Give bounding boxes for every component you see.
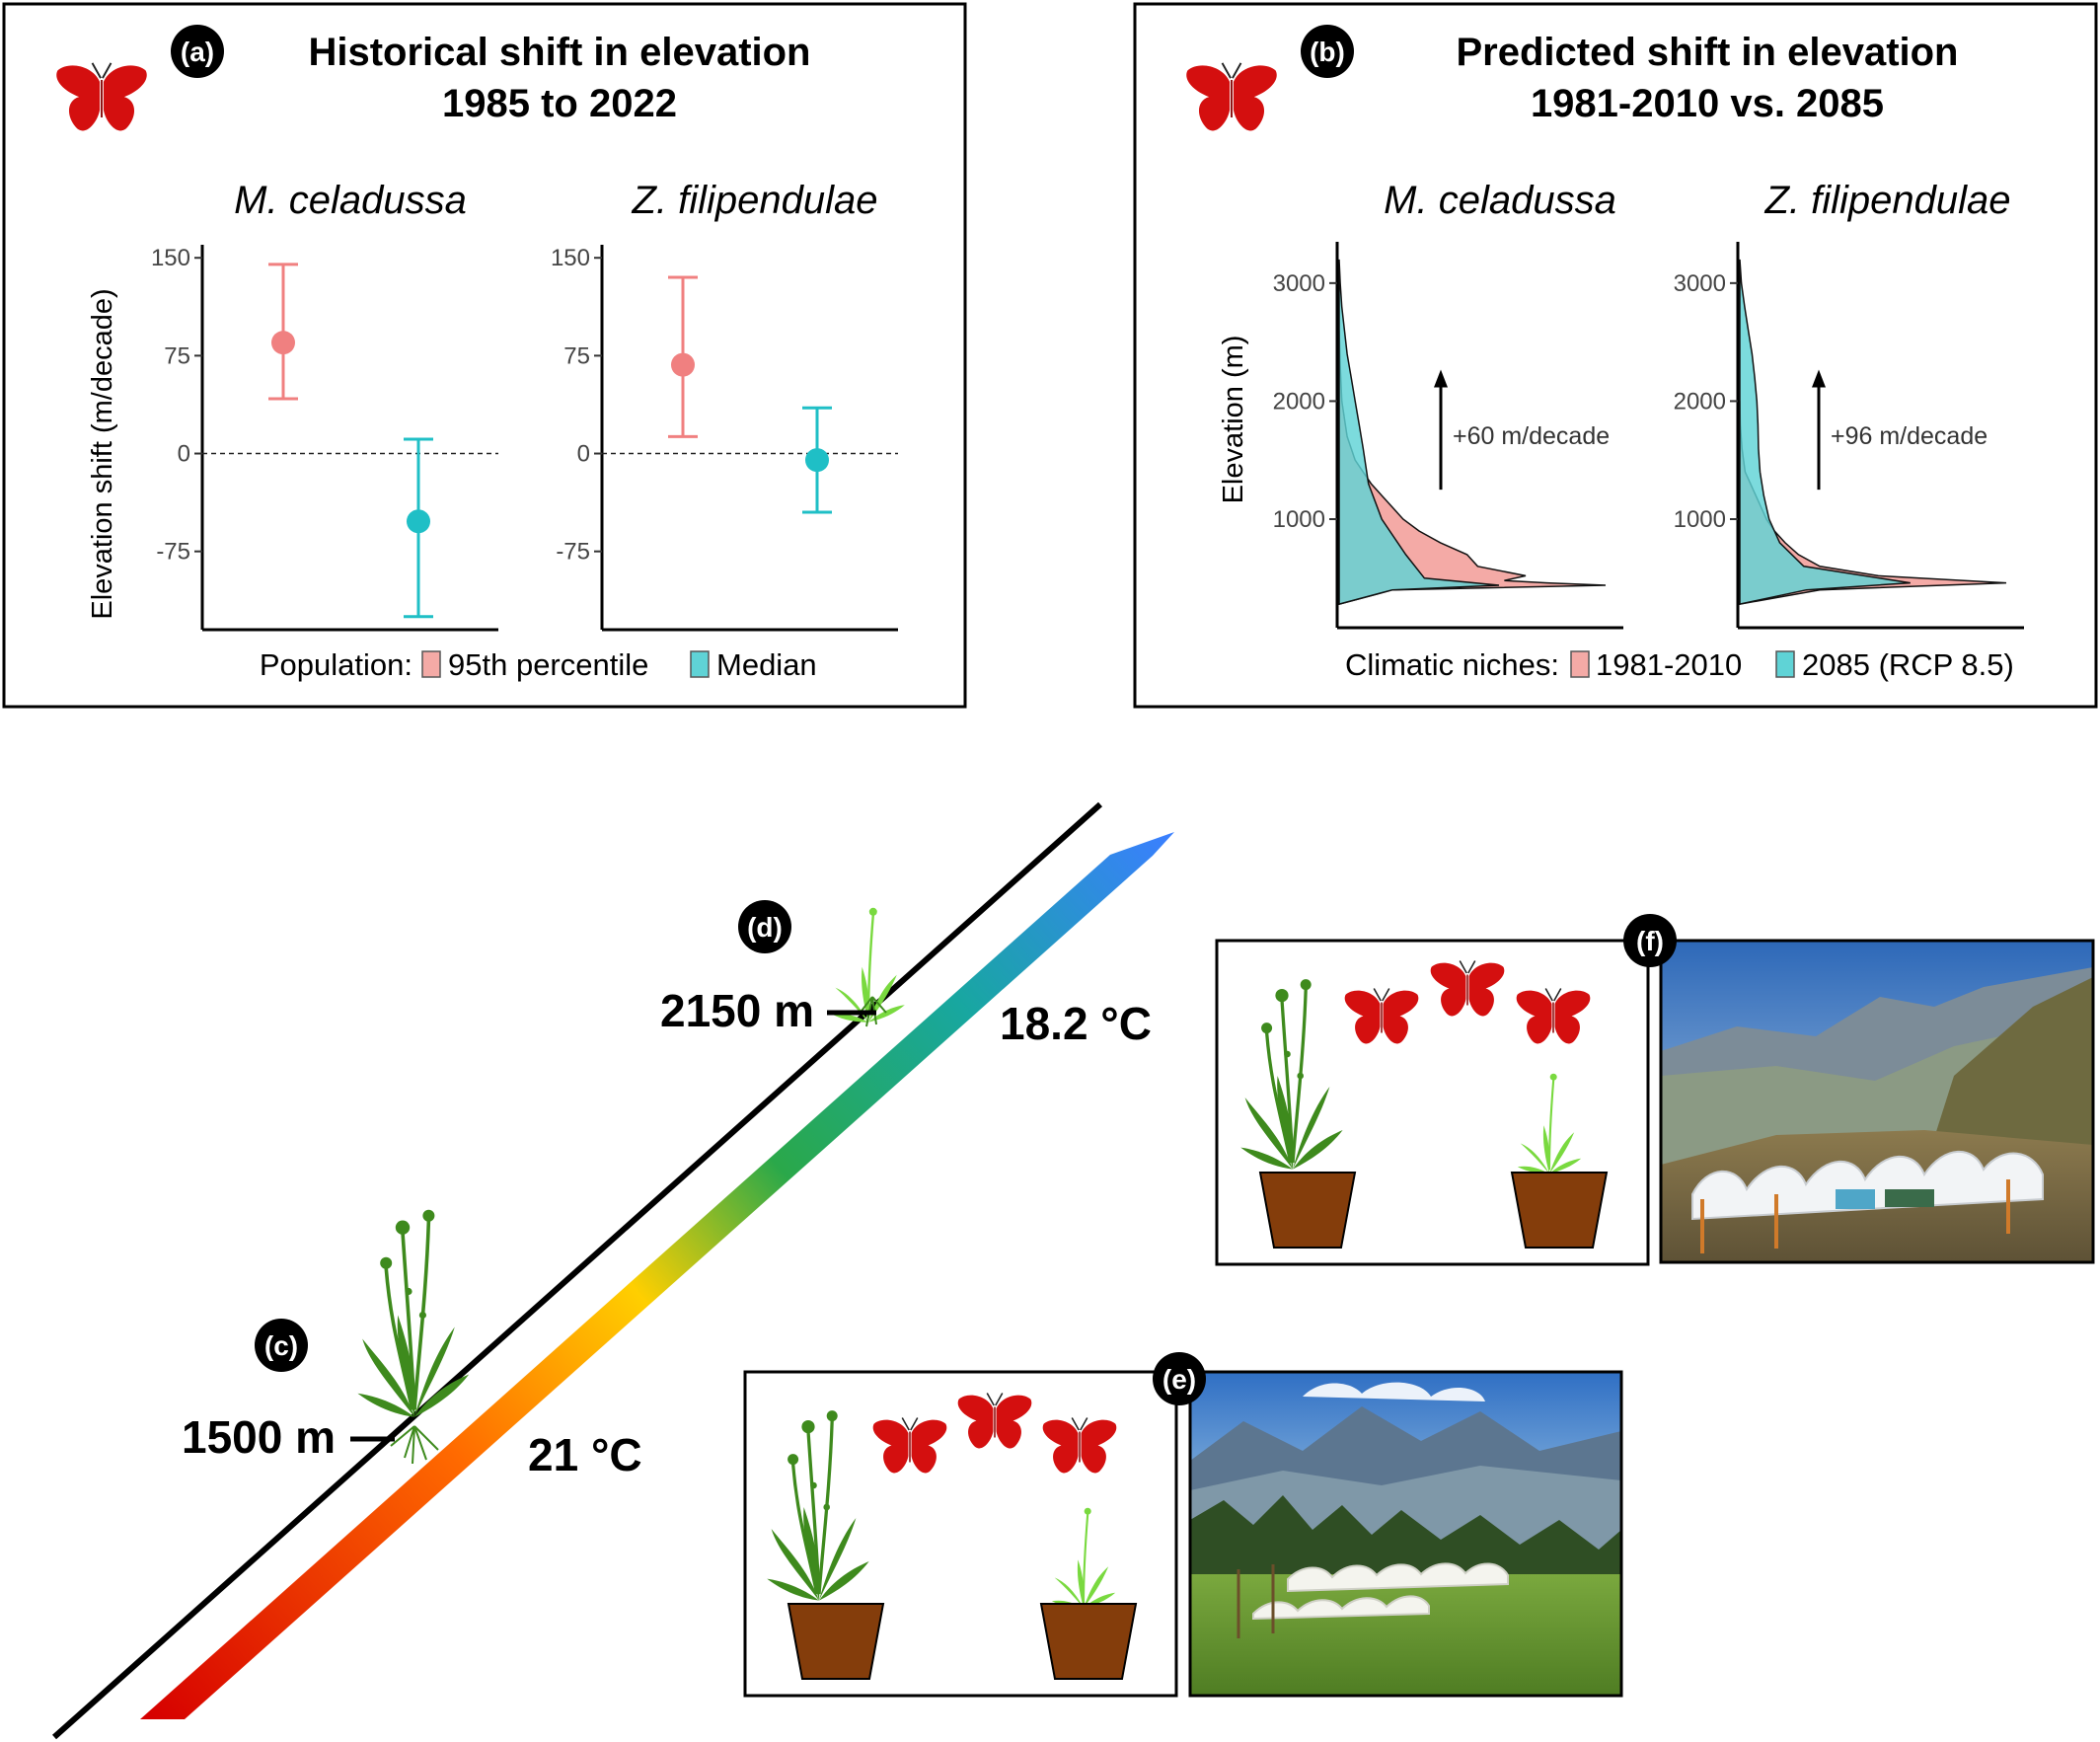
legend-a-swatch-median xyxy=(690,650,710,678)
butterfly-icon xyxy=(55,61,148,132)
field-photo-low-site xyxy=(1188,1370,1623,1698)
panel-a-species-right: Z. filipendulae xyxy=(631,179,877,222)
y-tick-label: 150 xyxy=(151,245,190,271)
badge-f xyxy=(1623,914,1677,967)
panel-a-title-line2: 1985 to 2022 xyxy=(442,82,677,125)
panel-a-frame xyxy=(2,2,967,709)
label-high-elevation: 2150 m xyxy=(660,985,814,1036)
y-tick-label: 3000 xyxy=(1674,270,1726,297)
panel-a: (a) Historical shift in elevation 1985 t… xyxy=(2,2,967,709)
panel-a-species-left: M. celadussa xyxy=(234,179,467,222)
y-tick-label: 1000 xyxy=(1273,506,1325,533)
legend-b-swatch-1981 xyxy=(1570,650,1590,678)
badge-c xyxy=(255,1319,308,1372)
y-tick-label: 75 xyxy=(563,342,590,369)
legend-a-swatch-95th xyxy=(421,650,441,678)
panel-b-frame xyxy=(1133,2,2098,709)
shift-annotation: +60 m/decade xyxy=(1453,422,1610,450)
panel-b: (b) Predicted shift in elevation 1981-20… xyxy=(1133,2,2098,709)
chart-b-celadussa: 1000 2000 3000 +60 m/decade xyxy=(1273,242,1623,630)
plant-low-site-icon xyxy=(355,1207,472,1419)
badge-e xyxy=(1153,1352,1206,1405)
panel-b-y-axis-label: Elevation (m) xyxy=(1218,336,1249,504)
data-point-95th-percentile xyxy=(671,352,695,377)
panel-a-y-axis-label: Elevation shift (m/decade) xyxy=(87,288,118,619)
panel-a-title-line1: Historical shift in elevation xyxy=(308,31,810,74)
shift-arrowhead-icon xyxy=(1812,369,1826,388)
legend-b-swatch-2085 xyxy=(1775,650,1795,678)
legend-b-label-2085: 2085 (RCP 8.5) xyxy=(1802,647,2014,682)
panel-f: (f) xyxy=(1215,914,2095,1266)
butterfly-icon xyxy=(1185,61,1278,132)
badge-e-label: (e) xyxy=(1162,1364,1196,1395)
density-2085 xyxy=(1739,259,1911,606)
density-2085 xyxy=(1338,259,1500,606)
pot-icon xyxy=(1039,1602,1138,1681)
label-low-elevation: 1500 m xyxy=(182,1411,336,1463)
panel-e: (e) xyxy=(743,1352,1623,1698)
label-high-temperature: 18.2 °C xyxy=(1000,998,1152,1049)
panel-b-title-line1: Predicted shift in elevation xyxy=(1456,31,1958,74)
legend-b-title: Climatic niches: xyxy=(1345,647,1559,682)
badge-c-label: (c) xyxy=(264,1330,298,1361)
badge-d-label: (d) xyxy=(747,912,783,943)
chart-b-filipendulae: 1000 2000 3000 +96 m/decade xyxy=(1674,242,2024,630)
roots-low-icon xyxy=(390,1425,439,1465)
field-photo-high-site xyxy=(1659,939,2095,1264)
y-tick-label: 3000 xyxy=(1273,270,1325,297)
data-point-median xyxy=(407,509,430,534)
pot-icon xyxy=(1258,1171,1357,1250)
y-tick-label: 75 xyxy=(164,342,190,369)
panel-b-title-line2: 1981-2010 vs. 2085 xyxy=(1531,82,1884,125)
panel-b-species-left: M. celadussa xyxy=(1384,179,1616,222)
badge-b xyxy=(1301,25,1354,78)
chart-a-celadussa: -75 0 75 150 xyxy=(151,245,498,632)
y-tick-label: -75 xyxy=(556,539,590,566)
badge-f-label: (f) xyxy=(1636,926,1664,956)
y-tick-label: 0 xyxy=(577,441,590,468)
legend-a-title: Population: xyxy=(260,647,412,682)
y-tick-label: 1000 xyxy=(1674,506,1726,533)
pot-icon xyxy=(787,1602,885,1681)
temperature-gradient-band xyxy=(140,832,1174,1719)
badge-d xyxy=(738,900,791,953)
data-point-median xyxy=(805,448,829,473)
y-tick-label: 0 xyxy=(178,441,190,468)
legend-b-label-1981: 1981-2010 xyxy=(1596,647,1742,682)
legend-a-label-median: Median xyxy=(716,647,817,682)
shift-annotation: +96 m/decade xyxy=(1831,422,1988,450)
badge-b-label: (b) xyxy=(1310,37,1345,67)
y-tick-label: 2000 xyxy=(1273,388,1325,415)
slope-line xyxy=(52,801,1102,1740)
plant-high-site-icon xyxy=(830,906,907,1024)
legend-a-label-95th: 95th percentile xyxy=(448,647,648,682)
badge-a xyxy=(171,25,224,78)
badge-a-label: (a) xyxy=(181,37,214,67)
data-point-95th-percentile xyxy=(271,331,295,355)
elevation-transect: (d) 2150 m 18.2 °C (c) 1500 m 21 °C xyxy=(52,801,1174,1740)
y-tick-label: 2000 xyxy=(1674,388,1726,415)
panel-b-species-right: Z. filipendulae xyxy=(1763,179,2010,222)
pot-icon xyxy=(1510,1171,1609,1250)
y-tick-label: 150 xyxy=(551,245,590,271)
label-low-temperature: 21 °C xyxy=(528,1429,642,1480)
shift-arrowhead-icon xyxy=(1434,369,1448,388)
chart-a-filipendulae: -75 0 75 150 xyxy=(551,245,898,632)
y-tick-label: -75 xyxy=(156,539,190,566)
